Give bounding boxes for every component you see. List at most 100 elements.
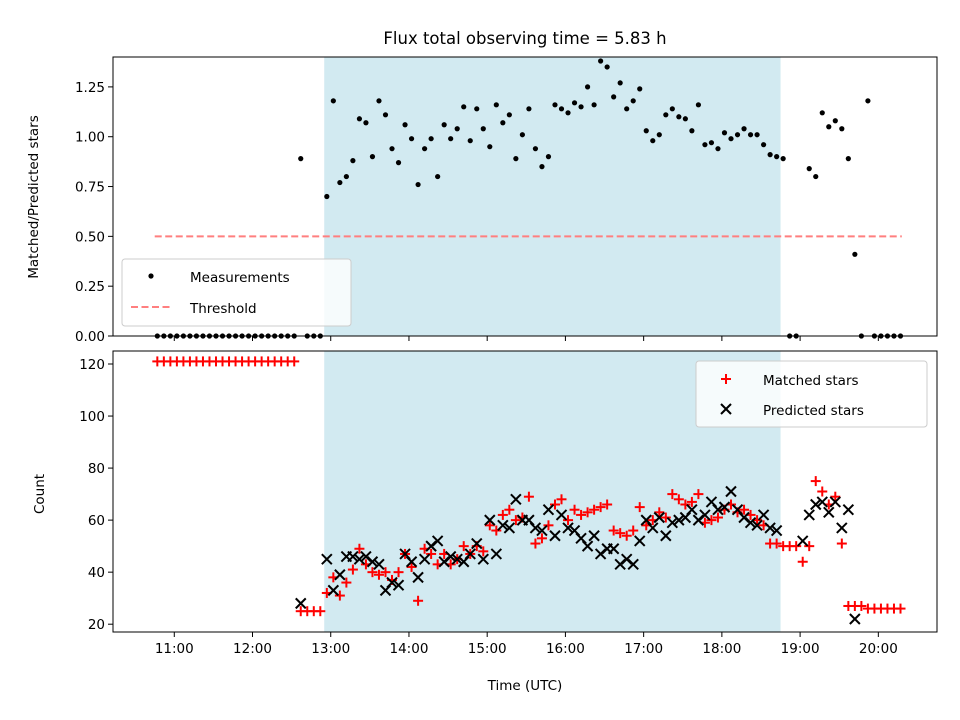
predicted-stars-point	[542, 504, 555, 516]
axes-frame	[112, 350, 938, 633]
x-b	[699, 509, 711, 521]
predicted-stars-point	[334, 569, 346, 581]
x-b	[451, 553, 463, 565]
x-b	[751, 519, 763, 532]
matched-stars-point	[791, 541, 802, 552]
x-b	[810, 498, 822, 511]
measurements-point	[356, 116, 363, 122]
y-tick-label: 1.25	[75, 80, 105, 96]
x-b	[523, 514, 535, 526]
predicted-stars-point	[347, 550, 359, 563]
predicted-stars-point	[712, 504, 724, 516]
matched-stars-point	[354, 543, 365, 554]
matched-stars-point	[556, 494, 567, 505]
measurements-point	[754, 132, 760, 138]
predicted-stars-point	[405, 556, 418, 568]
x-b	[803, 509, 815, 521]
x-b	[497, 519, 509, 532]
predicted-stars-point	[836, 522, 848, 534]
measurements-point	[708, 140, 715, 146]
matched-stars-point	[706, 515, 717, 526]
predicted-stars-point	[327, 584, 340, 597]
matched-stars-point	[589, 504, 600, 515]
matched-stars-point	[484, 520, 495, 531]
y-tick-label: 0.25	[75, 279, 105, 295]
y-tick-label: 80	[88, 461, 105, 477]
measurements-point	[467, 138, 473, 144]
matched-stars-point	[549, 499, 560, 510]
observing-window-band	[324, 57, 781, 336]
matched-stars-point	[347, 564, 358, 575]
x-b	[829, 496, 842, 508]
measurements-point	[552, 102, 558, 108]
measurements-point	[448, 136, 454, 142]
predicted-stars-point	[673, 514, 685, 526]
measurements-point	[604, 64, 610, 70]
predicted-stars-point	[653, 511, 665, 524]
x-tick-label: 20:00	[859, 641, 898, 657]
x-b	[842, 504, 855, 516]
predicted-stars-point	[757, 509, 770, 521]
axes-frame	[112, 56, 938, 337]
matched-stars-point	[341, 577, 352, 588]
x-b	[816, 496, 828, 508]
x-b	[399, 548, 411, 560]
legend-top: Measurements Threshold	[121, 258, 352, 327]
predicted-stars-point	[373, 558, 385, 571]
legend-matched-label: Matched stars	[763, 373, 859, 389]
predicted-stars-point	[744, 517, 757, 529]
predicted-stars-point	[471, 537, 483, 550]
measurements-point	[389, 146, 395, 152]
matched-stars-point	[895, 603, 906, 614]
measurements-point	[350, 158, 356, 164]
measurements-point	[363, 120, 369, 126]
x-b	[542, 504, 555, 516]
x-b	[757, 509, 770, 521]
matched-stars-point	[797, 556, 808, 567]
predicted-stars-point	[555, 509, 568, 521]
y-tick-label: 60	[88, 513, 105, 529]
x-b	[327, 584, 340, 597]
predicted-stars-point	[444, 550, 457, 563]
x-b	[549, 530, 561, 542]
matched-stars-point	[497, 509, 508, 520]
chart-title: Flux total observing time = 5.83 h	[383, 29, 666, 48]
predicted-stars-point	[588, 530, 600, 542]
x-b	[640, 514, 652, 526]
measurements-point	[669, 106, 675, 112]
x-b	[503, 522, 516, 534]
x-b	[321, 553, 333, 565]
measurements-point	[813, 173, 819, 180]
measurements-point	[676, 114, 682, 120]
matched-stars-point	[491, 525, 502, 536]
matched-stars-point	[739, 504, 750, 515]
legend-matched-marker	[721, 374, 731, 384]
predicted-stars-point	[797, 535, 809, 547]
matched-stars-point	[406, 561, 417, 572]
matched-stars-point	[367, 567, 378, 578]
x-b	[477, 553, 489, 565]
matched-stars-point	[608, 525, 619, 536]
measurements-point	[435, 173, 441, 180]
x-b	[562, 522, 574, 534]
measurements-point	[369, 154, 376, 160]
matched-stars-point	[615, 528, 626, 539]
x-b	[529, 522, 542, 534]
measurements-point	[728, 136, 734, 142]
measurements-point	[702, 142, 708, 148]
predicted-stars-point	[849, 613, 861, 625]
matched-stars-point	[817, 486, 828, 497]
measurements-point	[715, 146, 721, 152]
measurements-point	[734, 132, 741, 138]
measurements-point	[852, 251, 858, 257]
matched-stars-point	[673, 494, 684, 505]
predicted-stars-point	[451, 553, 463, 565]
x-tick-label: 12:00	[233, 641, 272, 657]
x-tick-label: 19:00	[781, 641, 820, 657]
measurements-point	[650, 138, 656, 144]
measurements-point	[487, 144, 493, 150]
x-b	[836, 522, 848, 534]
predicted-stars-point	[627, 558, 639, 571]
x-b	[660, 530, 672, 542]
